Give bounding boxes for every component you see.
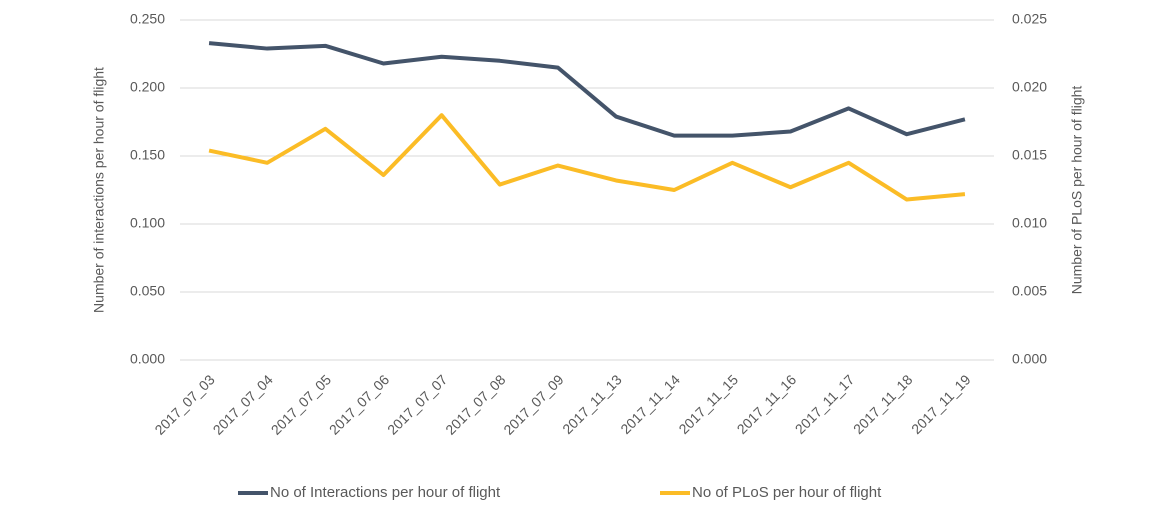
y-tick-label: 0.100: [130, 215, 165, 231]
y2-tick-label: 0.000: [1012, 351, 1047, 367]
x-tick-label: 2017_11_18: [850, 371, 916, 437]
x-tick-label: 2017_11_13: [559, 371, 625, 437]
series-line: [208, 41, 966, 138]
y2-tick-label: 0.005: [1012, 283, 1047, 299]
y-tick-label: 0.150: [130, 147, 165, 163]
y-tick-label: 0.200: [130, 79, 165, 95]
y-tick-label: 0.250: [130, 11, 165, 27]
x-tick-label: 2017_11_19: [908, 371, 974, 437]
y2-tick-label: 0.010: [1012, 215, 1047, 231]
y2-tick-label: 0.015: [1012, 147, 1047, 163]
x-tick-label: 2017_11_16: [734, 371, 800, 437]
x-tick-label: 2017_07_08: [442, 371, 509, 438]
series-line: [208, 113, 966, 202]
legend-label: No of Interactions per hour of flight: [270, 484, 501, 501]
y2-axis-title: Number of PLoS per hour of flight: [1069, 86, 1085, 295]
x-tick-label: 2017_07_09: [500, 371, 567, 438]
y-tick-label: 0.050: [130, 283, 165, 299]
x-tick-label: 2017_11_14: [617, 371, 683, 437]
x-tick-label: 2017_07_05: [268, 371, 335, 438]
x-tick-label: 2017_07_06: [326, 371, 393, 438]
x-tick-label: 2017_11_15: [675, 371, 741, 437]
x-tick-label: 2017_07_03: [151, 371, 218, 438]
x-tick-label: 2017_07_04: [210, 371, 277, 438]
x-tick-label: 2017_07_07: [384, 371, 451, 438]
y-axis-title: Number of interactions per hour of fligh…: [91, 67, 107, 313]
y-tick-label: 0.000: [130, 351, 165, 367]
legend-label: No of PLoS per hour of flight: [692, 484, 882, 501]
y2-tick-label: 0.020: [1012, 79, 1047, 95]
y2-tick-label: 0.025: [1012, 11, 1047, 27]
x-tick-label: 2017_11_17: [792, 371, 858, 437]
